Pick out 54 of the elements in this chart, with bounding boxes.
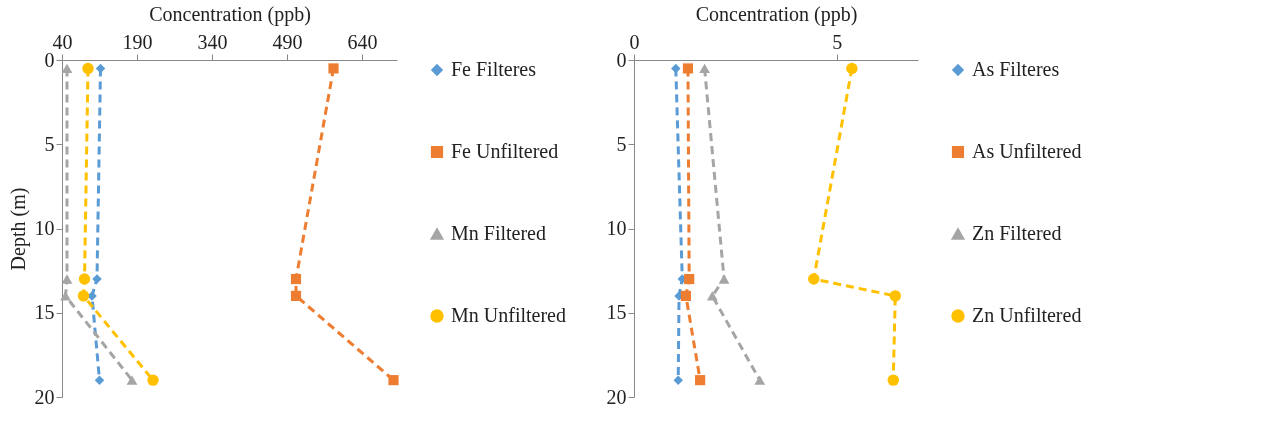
point (147, 374, 159, 386)
point (77, 290, 90, 302)
point (808, 273, 820, 285)
point (78, 273, 91, 285)
x-tick-label: 5 (832, 30, 843, 53)
point (290, 273, 302, 285)
point (61, 274, 73, 284)
point (718, 274, 730, 284)
legend-label: Mn Filtered (451, 222, 546, 244)
point (388, 375, 399, 386)
y-tick-label: 20 (606, 385, 627, 408)
y-tick-label: 10 (34, 217, 55, 239)
x-axis-title: Concentration (ppb) (149, 2, 311, 26)
x-tick-label: 40 (52, 30, 73, 53)
x-tick-label: 340 (197, 30, 228, 53)
point (699, 63, 710, 74)
y-tick-label: 5 (44, 132, 55, 155)
legend-label: Fe Unfiltered (451, 140, 559, 162)
point (680, 290, 692, 301)
point (889, 290, 901, 302)
point (673, 375, 683, 385)
y-tick-label: 20 (34, 385, 55, 408)
y-tick-label: 15 (606, 301, 627, 324)
y-tick-label: 10 (606, 217, 627, 239)
legend-label: Mn Unfiltered (451, 304, 566, 326)
point (754, 375, 766, 385)
point (60, 291, 71, 301)
x-tick-label: 640 (347, 30, 378, 53)
point (684, 273, 695, 285)
point (328, 63, 339, 74)
point (846, 62, 858, 75)
point (671, 63, 681, 74)
y-tick-label: 15 (34, 301, 55, 324)
legend-label: As Filteres (972, 58, 1060, 80)
point (290, 290, 302, 301)
y-tick-label: 0 (616, 48, 627, 71)
point (126, 375, 138, 385)
x-tick-label: 490 (272, 30, 303, 53)
point (887, 374, 899, 386)
point (695, 375, 706, 386)
point (82, 62, 94, 75)
x-axis-title: Concentration (ppb) (695, 2, 858, 26)
legend-label: As Unfiltered (972, 140, 1082, 162)
y-axis-title: Depth (m) (6, 187, 30, 271)
legend-label: Zn Unfiltered (972, 304, 1082, 326)
x-tick-label: 190 (122, 30, 153, 53)
y-tick-label: 0 (44, 48, 55, 71)
point (706, 291, 718, 301)
legend-label: Zn Filtered (972, 222, 1062, 244)
y-tick-label: 5 (616, 132, 627, 155)
legend-label: Fe Filteres (451, 58, 537, 80)
point (61, 63, 73, 74)
point (682, 63, 694, 74)
point (94, 375, 105, 385)
